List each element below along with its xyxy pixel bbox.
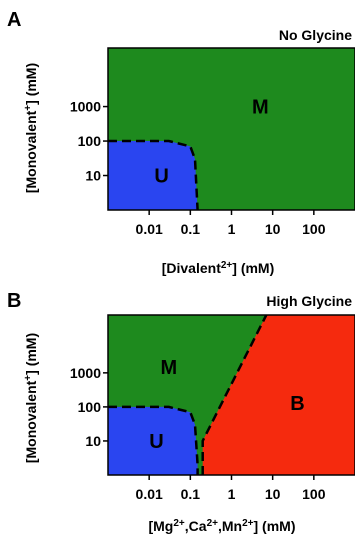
phase-boundary-1 bbox=[108, 139, 199, 210]
x-tick-label: 1 bbox=[228, 486, 236, 502]
x-tick-label: 0.01 bbox=[136, 221, 163, 237]
y-tick-label: 10 bbox=[85, 168, 101, 184]
y-tick-label: 100 bbox=[78, 399, 102, 415]
y-tick-label: 100 bbox=[78, 133, 102, 149]
panel-b-ylabel: [Monovalent+] (mM) bbox=[23, 333, 39, 463]
phase-boundary-1 bbox=[108, 405, 199, 475]
region-label-u: U bbox=[149, 431, 163, 453]
x-tick-label: 100 bbox=[302, 486, 326, 502]
panel-b-title: High Glycine bbox=[266, 293, 352, 309]
panel-letter-a: A bbox=[7, 9, 21, 31]
region-u bbox=[108, 141, 198, 210]
region-label-m: M bbox=[160, 357, 177, 379]
region-label-u: U bbox=[154, 166, 168, 188]
x-tick-label: 1 bbox=[228, 221, 236, 237]
panel-letter-b: B bbox=[7, 290, 21, 312]
x-tick-label: 10 bbox=[265, 486, 281, 502]
panel-a-title: No Glycine bbox=[279, 27, 352, 43]
y-tick-label: 1000 bbox=[70, 365, 101, 381]
x-tick-label: 100 bbox=[302, 221, 326, 237]
phase-plot-b: 10 100 1000 0.01 0.1 1 10 100 M B U bbox=[70, 314, 355, 502]
panel-a-ylabel: [Monovalent+] (mM) bbox=[23, 63, 39, 193]
x-tick-label: 0.1 bbox=[181, 486, 201, 502]
panel-b-xlabel: [Mg2+,Ca2+,Mn2+] (mM) bbox=[148, 518, 295, 534]
panel-b: B High Glycine 10 100 1000 0.01 0.1 1 10 100 M B U… bbox=[7, 290, 355, 534]
phase-boundary-2 bbox=[201, 315, 268, 475]
region-u bbox=[108, 406, 198, 475]
x-tick-label: 10 bbox=[265, 221, 281, 237]
y-tick-label: 10 bbox=[85, 433, 101, 449]
x-tick-label: 0.1 bbox=[181, 221, 201, 237]
panel-a: A No Glycine 10 100 1000 0.01 0.1 1 10 100 M U [M… bbox=[7, 9, 355, 276]
y-tick-label: 1000 bbox=[70, 99, 101, 115]
region-label-b: B bbox=[290, 393, 304, 415]
region-b bbox=[202, 315, 355, 475]
x-tick-label: 0.01 bbox=[136, 486, 163, 502]
panel-a-xlabel: [Divalent2+] (mM) bbox=[162, 260, 275, 276]
phase-plot-a: 10 100 1000 0.01 0.1 1 10 100 M U bbox=[70, 47, 355, 237]
region-label-m: M bbox=[252, 97, 269, 119]
